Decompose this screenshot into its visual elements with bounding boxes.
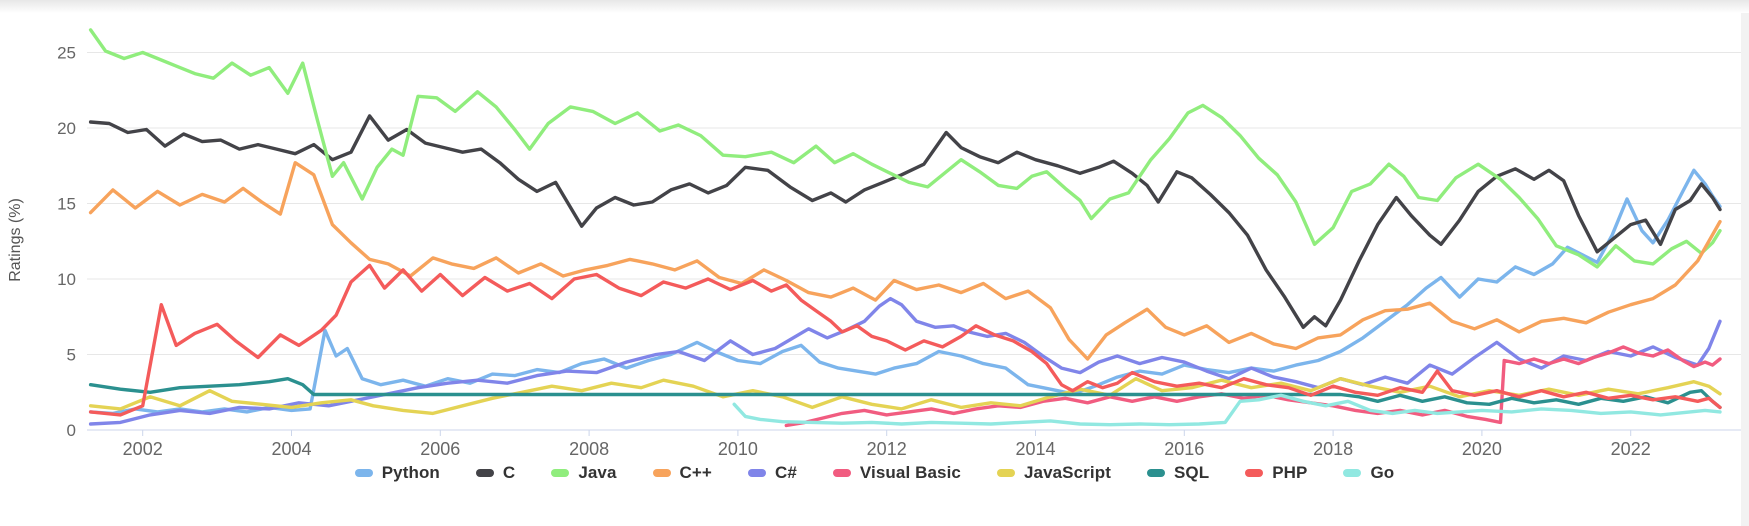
x-tick-label-2014: 2014 <box>1015 439 1055 459</box>
x-tick-label-2006: 2006 <box>420 439 460 459</box>
legend-swatch-c <box>475 469 494 477</box>
legend-swatch-java <box>551 469 570 477</box>
legend-swatch-visual-basic <box>832 469 851 477</box>
series-line-c-[interactable] <box>88 296 1722 426</box>
series-line-java[interactable] <box>88 28 1722 269</box>
legend-item-python[interactable]: Python <box>354 463 440 483</box>
legend-label-c-: C++ <box>679 463 712 482</box>
y-axis-title: Ratings (%) <box>7 198 24 282</box>
y-tick-label-20: 20 <box>57 119 76 138</box>
legend-swatch-javascript <box>996 469 1015 477</box>
x-axis-labels: 2002 2004 2006 2008 2010 2012 2014 2016 2018 2020… <box>123 439 1651 459</box>
legend-item-c-[interactable]: C++ <box>652 463 712 483</box>
y-tick-label-0: 0 <box>67 421 76 440</box>
legend-item-c-[interactable]: C# <box>747 463 797 483</box>
legend-item-javascript[interactable]: JavaScript <box>996 463 1111 483</box>
legend-label-c-: C# <box>774 463 797 482</box>
x-tick-label-2020: 2020 <box>1462 439 1502 459</box>
series-line-python[interactable] <box>88 168 1722 416</box>
x-tick-label-2018: 2018 <box>1313 439 1353 459</box>
legend-label-go: Go <box>1370 463 1395 482</box>
y-tick-label-10: 10 <box>57 270 76 289</box>
legend-label-visual-basic: Visual Basic <box>859 463 961 482</box>
legend-item-c[interactable]: C <box>475 463 516 483</box>
legend-label-sql: SQL <box>1173 463 1210 482</box>
y-gridlines <box>87 52 1741 355</box>
legend-item-java[interactable]: Java <box>551 463 616 483</box>
y-tick-label-15: 15 <box>57 195 76 214</box>
series-line-c[interactable] <box>88 114 1722 329</box>
legend-swatch-php <box>1245 469 1264 477</box>
series-line-php[interactable] <box>88 263 1722 417</box>
page-edge-band <box>1741 0 1749 526</box>
x-tick-label-2010: 2010 <box>718 439 758 459</box>
legend-item-sql[interactable]: SQL <box>1146 463 1210 483</box>
legend-label-javascript: JavaScript <box>1023 463 1111 482</box>
series-line-go[interactable] <box>732 393 1722 427</box>
x-axis-ticks <box>142 430 1632 436</box>
top-fade-gradient <box>0 0 1749 13</box>
legend-label-c: C <box>502 463 516 482</box>
x-tick-label-2016: 2016 <box>1164 439 1204 459</box>
series-lines <box>88 28 1722 428</box>
legend-label-python: Python <box>381 463 440 482</box>
y-tick-label-5: 5 <box>67 346 76 365</box>
x-tick-label-2004: 2004 <box>271 439 311 459</box>
x-tick-label-2008: 2008 <box>569 439 609 459</box>
legend-swatch-sql <box>1146 469 1165 477</box>
legend-label-java: Java <box>578 463 617 482</box>
legend-item-visual-basic[interactable]: Visual Basic <box>832 463 961 483</box>
legend-swatch-c- <box>747 469 766 477</box>
legend-label-php: PHP <box>1272 463 1308 482</box>
x-tick-label-2012: 2012 <box>867 439 907 459</box>
y-tick-label-25: 25 <box>57 44 76 63</box>
legend-item-go[interactable]: Go <box>1343 463 1394 483</box>
y-axis-labels: 0 5 10 15 20 25 <box>57 44 76 441</box>
x-tick-label-2022: 2022 <box>1611 439 1651 459</box>
series-line-c-[interactable] <box>88 160 1722 361</box>
legend-item-php[interactable]: PHP <box>1245 463 1307 483</box>
legend-swatch-go <box>1343 469 1362 477</box>
chart-legend: Python C Java C++ C# Visual Basic JavaScript SQ… <box>0 463 1749 483</box>
x-tick-label-2002: 2002 <box>123 439 163 459</box>
legend-swatch-python <box>354 469 373 477</box>
legend-swatch-c- <box>652 469 671 477</box>
